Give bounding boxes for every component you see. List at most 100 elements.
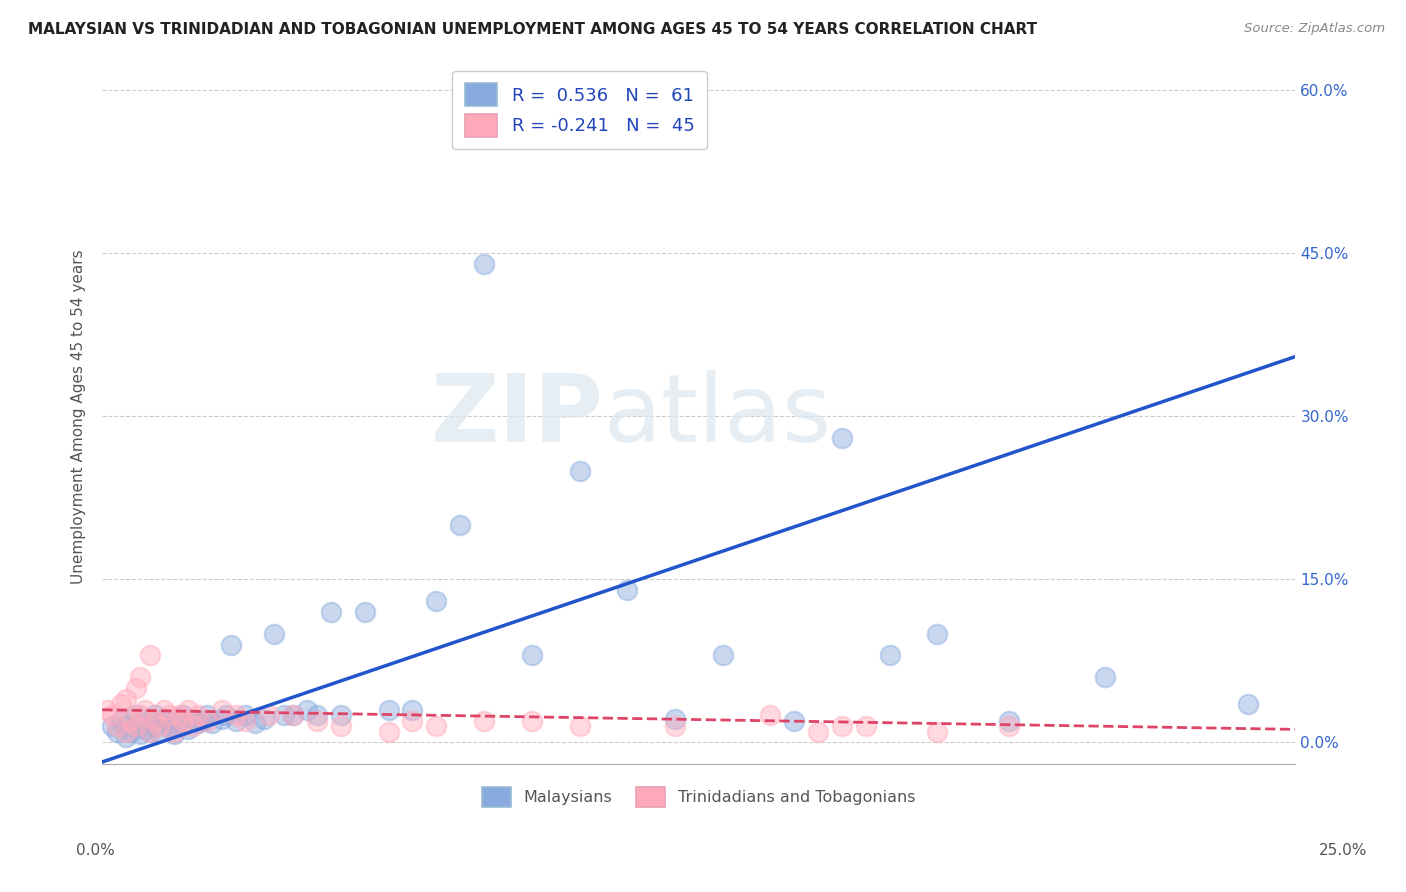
Point bbox=[105, 719, 128, 733]
Point bbox=[616, 583, 638, 598]
Point bbox=[401, 703, 423, 717]
Point bbox=[177, 723, 200, 737]
Point bbox=[211, 703, 233, 717]
Point bbox=[353, 605, 375, 619]
Point bbox=[177, 703, 200, 717]
Point bbox=[129, 670, 152, 684]
Text: ZIP: ZIP bbox=[430, 370, 603, 462]
Point bbox=[157, 708, 180, 723]
Text: 25.0%: 25.0% bbox=[1319, 843, 1367, 858]
Point bbox=[110, 714, 132, 728]
Point bbox=[143, 714, 166, 728]
Point bbox=[831, 719, 853, 733]
Point bbox=[148, 724, 170, 739]
Point bbox=[273, 708, 295, 723]
Point bbox=[105, 724, 128, 739]
Point bbox=[664, 719, 686, 733]
Point bbox=[115, 719, 138, 733]
Point bbox=[449, 518, 471, 533]
Text: Source: ZipAtlas.com: Source: ZipAtlas.com bbox=[1244, 22, 1385, 36]
Point bbox=[377, 703, 399, 717]
Point bbox=[143, 719, 166, 733]
Point bbox=[153, 714, 176, 728]
Point bbox=[124, 708, 146, 723]
Point bbox=[568, 719, 591, 733]
Point bbox=[129, 708, 152, 723]
Point bbox=[120, 724, 142, 739]
Point bbox=[520, 714, 543, 728]
Point bbox=[472, 714, 495, 728]
Point bbox=[401, 714, 423, 728]
Legend: Malaysians, Trinidadians and Tobagonians: Malaysians, Trinidadians and Tobagonians bbox=[474, 779, 924, 815]
Text: 0.0%: 0.0% bbox=[76, 843, 115, 858]
Point bbox=[927, 724, 949, 739]
Point bbox=[100, 719, 122, 733]
Point bbox=[120, 714, 142, 728]
Point bbox=[305, 708, 328, 723]
Point bbox=[134, 703, 156, 717]
Point bbox=[139, 714, 162, 728]
Point bbox=[425, 719, 447, 733]
Point bbox=[167, 708, 190, 723]
Point bbox=[124, 719, 146, 733]
Point bbox=[129, 727, 152, 741]
Point bbox=[225, 714, 247, 728]
Point bbox=[124, 681, 146, 695]
Point bbox=[807, 724, 830, 739]
Point bbox=[664, 712, 686, 726]
Point bbox=[172, 714, 194, 728]
Point bbox=[425, 594, 447, 608]
Point bbox=[215, 708, 238, 723]
Point bbox=[100, 708, 122, 723]
Point bbox=[711, 648, 734, 663]
Point bbox=[281, 708, 304, 723]
Point bbox=[855, 719, 877, 733]
Text: MALAYSIAN VS TRINIDADIAN AND TOBAGONIAN UNEMPLOYMENT AMONG AGES 45 TO 54 YEARS C: MALAYSIAN VS TRINIDADIAN AND TOBAGONIAN … bbox=[28, 22, 1038, 37]
Point bbox=[759, 708, 782, 723]
Point bbox=[148, 719, 170, 733]
Point bbox=[124, 719, 146, 733]
Point bbox=[998, 719, 1021, 733]
Point bbox=[1236, 698, 1258, 712]
Point bbox=[153, 712, 176, 726]
Point bbox=[305, 714, 328, 728]
Point bbox=[831, 431, 853, 445]
Point bbox=[153, 703, 176, 717]
Point bbox=[281, 708, 304, 723]
Point bbox=[167, 714, 190, 728]
Point bbox=[472, 257, 495, 271]
Point bbox=[115, 724, 138, 739]
Point bbox=[163, 724, 186, 739]
Point bbox=[157, 719, 180, 733]
Point bbox=[253, 712, 276, 726]
Point bbox=[115, 730, 138, 744]
Point bbox=[377, 724, 399, 739]
Text: atlas: atlas bbox=[603, 370, 831, 462]
Point bbox=[235, 714, 257, 728]
Point bbox=[195, 714, 218, 728]
Point bbox=[219, 638, 242, 652]
Point bbox=[297, 703, 319, 717]
Point bbox=[191, 714, 214, 728]
Point bbox=[520, 648, 543, 663]
Point bbox=[201, 715, 224, 730]
Point bbox=[110, 698, 132, 712]
Point bbox=[163, 727, 186, 741]
Point bbox=[259, 708, 281, 723]
Point bbox=[235, 708, 257, 723]
Point bbox=[115, 692, 138, 706]
Point bbox=[134, 723, 156, 737]
Point bbox=[329, 708, 352, 723]
Point bbox=[187, 715, 209, 730]
Point bbox=[96, 703, 118, 717]
Point bbox=[139, 724, 162, 739]
Point bbox=[129, 715, 152, 730]
Point bbox=[879, 648, 901, 663]
Point bbox=[139, 648, 162, 663]
Point bbox=[927, 626, 949, 640]
Point bbox=[998, 714, 1021, 728]
Point bbox=[329, 719, 352, 733]
Point bbox=[172, 708, 194, 723]
Point bbox=[187, 708, 209, 723]
Point bbox=[181, 719, 204, 733]
